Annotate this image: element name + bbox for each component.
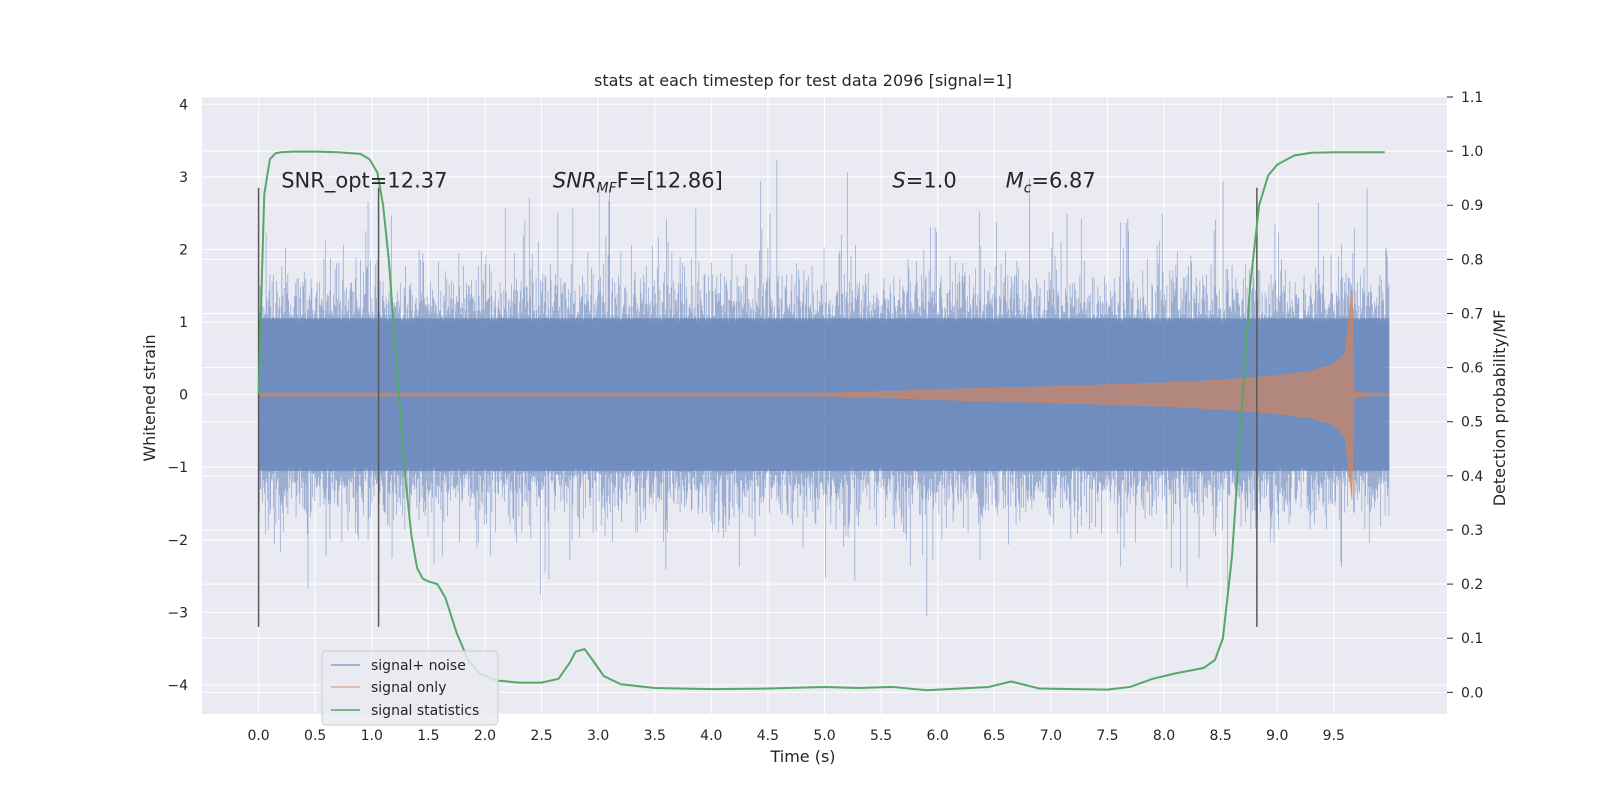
y-tick-label: 3	[179, 170, 188, 186]
x-tick-label: 7.0	[1040, 728, 1062, 744]
legend-label-signal-statistics: signal statistics	[371, 703, 479, 719]
y2-tick-label: 0.6	[1461, 361, 1483, 377]
legend-label-signal-plus-noise: signal+ noise	[371, 658, 466, 674]
y-tick-label: 2	[179, 242, 188, 258]
y2-tick-label: 0.7	[1461, 306, 1483, 322]
signal-statistics-line	[257, 150, 1385, 692]
chart-title: stats at each timestep for test data 209…	[594, 71, 1012, 90]
x-tick-label: 1.0	[361, 728, 383, 744]
y-tick-label: −4	[167, 678, 188, 694]
y2-tick-label: 0.8	[1461, 252, 1483, 268]
x-tick-label: 8.0	[1153, 728, 1175, 744]
legend-label-signal-only: signal only	[371, 680, 446, 696]
y2-tick-label: 0.1	[1461, 631, 1483, 647]
x-tick-label: 2.5	[530, 728, 552, 744]
y2-tick-label: 1.1	[1461, 90, 1483, 106]
x-axis-ticks: 0.0 0.5 1.0 1.5 2.0 2.5 3.0 3.5 4.0 4.5 5.0 5.5 6.0 6…	[247, 728, 1344, 744]
y2-tick-label: 1.0	[1461, 144, 1483, 160]
y-axis-ticks: 4 3 2 1 0 −1 −2 −3 −4	[167, 97, 188, 694]
x-tick-label: 0.5	[304, 728, 326, 744]
x-tick-label: 5.5	[870, 728, 892, 744]
y-tick-label: −1	[167, 460, 188, 476]
y-tick-label: −3	[167, 605, 188, 621]
x-tick-label: 4.5	[757, 728, 779, 744]
y2-tick-label: 0.4	[1461, 469, 1483, 485]
annotation-mc: Mc=6.87	[1006, 168, 1096, 196]
x-axis-label: Time (s)	[769, 747, 835, 766]
vertical-markers	[257, 187, 1258, 627]
annotation-snr-mf: SNRMFF=[12.86]	[553, 168, 723, 196]
annotation-snr-opt: SNR_opt=12.37	[281, 168, 447, 193]
x-tick-label: 3.5	[644, 728, 666, 744]
y-tick-label: 4	[179, 97, 188, 113]
series-signal-statistics	[257, 150, 1385, 692]
x-tick-label: 6.5	[983, 728, 1005, 744]
y2-tick-label: 0.9	[1461, 198, 1483, 214]
x-tick-label: 1.5	[417, 728, 439, 744]
x-tick-label: 5.0	[813, 728, 835, 744]
legend: signal+ noise signal only signal statist…	[321, 650, 499, 726]
y2-axis-label: Detection probability/MF	[1490, 310, 1509, 507]
y-tick-label: 0	[179, 388, 188, 404]
annotations: SNR_opt=12.37 SNRMFF=[12.86] S=1.0 Mc=6.87	[281, 168, 1096, 196]
x-tick-label: 9.0	[1266, 728, 1288, 744]
x-tick-label: 3.0	[587, 728, 609, 744]
y-tick-label: 1	[179, 315, 188, 331]
x-tick-label: 0.0	[247, 728, 269, 744]
y2-tick-label: 0.3	[1461, 523, 1483, 539]
x-tick-label: 2.0	[474, 728, 496, 744]
y-tick-label: −2	[167, 533, 188, 549]
x-tick-label: 6.0	[927, 728, 949, 744]
y-axis-label: Whitened strain	[140, 334, 159, 461]
legend-frame	[321, 650, 499, 726]
x-tick-label: 4.0	[700, 728, 722, 744]
x-tick-label: 7.5	[1096, 728, 1118, 744]
series-signal-only	[258, 289, 1390, 500]
y2-tick-label: 0.0	[1461, 685, 1483, 701]
x-tick-label: 9.5	[1323, 728, 1345, 744]
y2-tick-label: 0.5	[1461, 415, 1483, 431]
signal-only-envelope	[258, 289, 1390, 500]
y2-axis-ticks: 1.1 1.0 0.9 0.8 0.7 0.6 0.5 0.4 0.3 0.2 0.1 0.0	[1447, 90, 1483, 701]
x-tick-label: 8.5	[1210, 728, 1232, 744]
y2-tick-label: 0.2	[1461, 577, 1483, 593]
annotation-s: S=1.0	[892, 168, 956, 192]
